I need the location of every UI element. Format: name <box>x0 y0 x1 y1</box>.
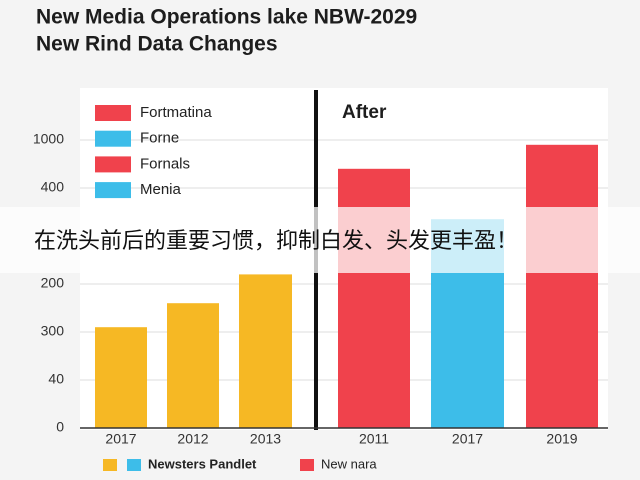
legend-swatch <box>95 130 131 147</box>
x-tick-label: 2013 <box>250 431 281 447</box>
x-tick-label: 2011 <box>359 431 389 447</box>
overlay: 在洗头前后的重要习惯，抑制白发、头发更丰盈！ <box>0 207 640 273</box>
legend-swatch <box>95 105 131 121</box>
y-tick-label: 400 <box>41 179 65 195</box>
legend-label: Newsters Pandlet <box>148 456 257 471</box>
bar <box>526 144 598 429</box>
legend-label: Fornals <box>140 155 190 172</box>
y-tick-label: 40 <box>48 371 64 387</box>
legend-swatch <box>127 459 141 471</box>
x-tick-label: 2019 <box>546 431 577 447</box>
legend-label: Forne <box>140 130 179 147</box>
y-tick-label: 200 <box>41 275 65 291</box>
bars: 2017 2012 2013 2011 2017 2019 <box>95 144 598 447</box>
bar <box>95 327 147 428</box>
x-tick-label: 2017 <box>452 431 483 447</box>
legend-swatch <box>103 459 117 471</box>
legend-label: Menia <box>140 181 182 198</box>
bar <box>167 303 219 428</box>
legend-label: Fortmatina <box>140 104 212 121</box>
y-tick-label: 1000 <box>33 131 64 147</box>
bottom-legend: Newsters Pandlet New nara <box>103 456 377 471</box>
x-tick-label: 2012 <box>177 431 208 447</box>
bar <box>239 274 292 428</box>
panel-label: After <box>342 102 387 123</box>
y-tick-label: 300 <box>41 323 65 339</box>
chart-title: New Media Operations lake NBW-2029 <box>36 6 417 29</box>
y-tick-label: 0 <box>56 419 64 435</box>
legend-swatch <box>300 459 314 471</box>
legend-swatch <box>95 182 131 199</box>
x-tick-label: 2017 <box>105 431 136 447</box>
overlay-text: 在洗头前后的重要习惯，抑制白发、头发更丰盈！ <box>34 228 518 253</box>
legend-label: New nara <box>321 456 377 471</box>
overlay-banner <box>0 207 640 273</box>
legend: Fortmatina Forne Fornals Menia <box>95 104 212 199</box>
legend-swatch <box>95 156 131 173</box>
chart-subtitle: New Rind Data Changes <box>36 33 278 56</box>
